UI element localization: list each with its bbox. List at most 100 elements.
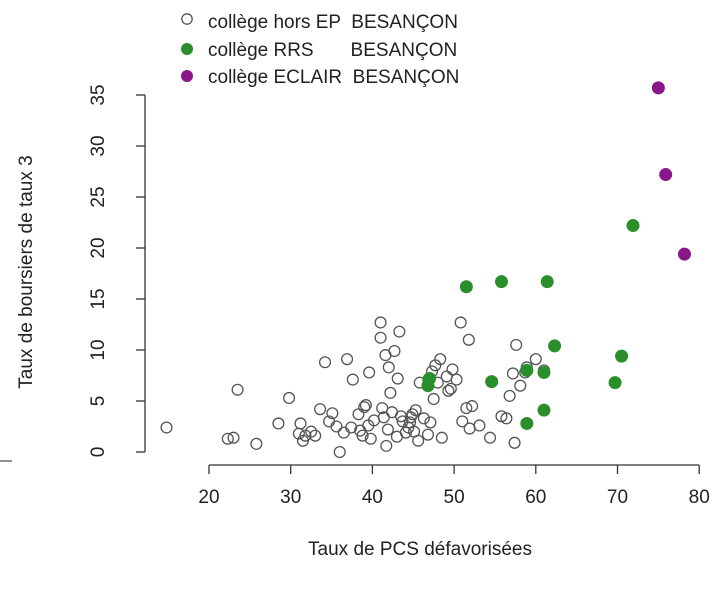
data-point-s0-12 <box>309 429 322 442</box>
data-point-s0-64 <box>434 353 447 366</box>
data-point-s0-82 <box>506 367 519 380</box>
data-point-s0-67 <box>442 384 455 397</box>
data-point-s0-88 <box>529 353 542 366</box>
data-point-s0-2 <box>227 431 240 444</box>
x-tick-label-80: 80 <box>689 487 710 508</box>
data-point-s1-7 <box>520 363 534 377</box>
data-point-s0-21 <box>345 421 358 434</box>
data-point-s0-84 <box>510 338 523 351</box>
data-point-s0-40 <box>384 386 397 399</box>
legend-marker-1 <box>181 43 193 55</box>
y-tick-label-15: 15 <box>88 288 109 309</box>
x-tick-label-50: 50 <box>444 487 465 508</box>
data-point-s0-52 <box>406 408 419 421</box>
data-point-s0-46 <box>394 410 408 423</box>
y-tick-label-10: 10 <box>88 339 109 360</box>
data-point-s0-69 <box>446 363 459 376</box>
data-point-s0-83 <box>508 436 521 449</box>
legend-label-1: collège RRS BESANÇON <box>208 40 457 61</box>
data-point-s0-44 <box>391 372 404 385</box>
y-tick-label-20: 20 <box>88 237 109 258</box>
data-point-s0-54 <box>409 404 422 417</box>
y-axis: 0 5 10 15 20 25 30 35 <box>88 84 146 458</box>
data-point-s1-6 <box>520 416 534 430</box>
x-axis: 20 30 40 50 60 70 80 <box>198 464 710 508</box>
y-tick-label-25: 25 <box>88 186 109 207</box>
data-point-s1-5 <box>494 275 508 289</box>
data-point-s1-11 <box>548 339 562 353</box>
data-point-s1-10 <box>540 275 554 289</box>
data-point-s0-75 <box>463 422 476 435</box>
data-point-s0-27 <box>359 399 372 412</box>
data-point-s0-0 <box>160 421 173 434</box>
x-tick-label-20: 20 <box>198 487 219 508</box>
data-point-s0-76 <box>466 400 479 413</box>
x-tick-label-40: 40 <box>362 487 383 508</box>
data-point-s1-12 <box>608 376 622 390</box>
data-point-s0-13 <box>314 403 327 416</box>
data-point-s1-13 <box>615 349 629 363</box>
data-point-s0-8 <box>294 417 307 430</box>
data-point-s2-1 <box>659 168 673 182</box>
data-point-s0-55 <box>412 434 425 447</box>
y-axis-title: Taux de boursiers de taux 3 <box>16 155 37 388</box>
data-point-s0-6 <box>283 391 296 404</box>
data-point-s0-77 <box>473 419 486 432</box>
data-point-s2-2 <box>677 247 691 261</box>
data-point-s0-23 <box>352 408 365 421</box>
data-point-s0-39 <box>382 361 395 374</box>
data-point-s0-11 <box>305 425 318 438</box>
x-tick-label-30: 30 <box>280 487 301 508</box>
data-point-s0-45 <box>393 325 406 338</box>
data-point-s0-57 <box>417 412 430 425</box>
data-point-s1-3 <box>459 280 473 294</box>
data-point-s0-20 <box>341 353 354 366</box>
data-point-s0-4 <box>250 437 263 450</box>
data-point-s0-25 <box>356 429 369 442</box>
data-point-s2-0 <box>651 81 665 95</box>
data-point-s0-74 <box>462 333 475 346</box>
y-tick-label-5: 5 <box>88 396 109 407</box>
data-point-s0-81 <box>503 389 516 402</box>
data-point-s1-2 <box>423 372 437 386</box>
data-point-s0-22 <box>346 373 359 386</box>
y-tick-label-0: 0 <box>88 447 109 458</box>
x-tick-label-60: 60 <box>525 487 546 508</box>
data-point-s0-16 <box>326 407 339 420</box>
data-point-s0-72 <box>456 415 469 428</box>
data-point-s0-85 <box>514 379 527 392</box>
data-point-s0-78 <box>483 431 497 444</box>
legend-marker-0 <box>181 13 193 25</box>
data-point-s0-5 <box>272 417 285 430</box>
data-point-s0-80 <box>500 412 513 425</box>
legend-marker-2 <box>181 70 193 82</box>
data-point-s0-33 <box>374 331 387 344</box>
data-point-s0-42 <box>388 344 401 358</box>
data-point-s0-1 <box>221 432 234 445</box>
data-point-s0-66 <box>440 370 453 383</box>
data-point-s0-3 <box>231 383 244 396</box>
x-axis-title: Taux de PCS défavorisées <box>308 539 532 560</box>
data-point-s0-29 <box>363 366 376 379</box>
data-points <box>160 81 691 459</box>
data-point-s0-19 <box>337 426 350 439</box>
data-point-s0-14 <box>318 356 332 369</box>
data-point-s0-18 <box>333 445 346 459</box>
data-point-s0-58 <box>421 428 435 441</box>
data-point-s1-8 <box>537 403 551 417</box>
data-point-s0-26 <box>358 401 371 414</box>
data-point-s0-38 <box>381 423 394 436</box>
data-point-s0-32 <box>374 316 387 329</box>
data-point-s0-30 <box>364 432 377 445</box>
data-point-s0-73 <box>460 402 473 415</box>
data-point-s0-37 <box>380 439 393 452</box>
legend: collège hors EP BESANÇON collège RRS BESA… <box>181 12 459 88</box>
data-point-s0-17 <box>330 420 343 433</box>
legend-label-0: collège hors EP BESANÇON <box>208 12 458 33</box>
data-point-s0-61 <box>427 392 440 406</box>
data-point-s0-65 <box>435 431 448 444</box>
y-tick-label-30: 30 <box>88 135 109 156</box>
legend-label-2: collège ECLAIR BESANÇON <box>208 67 459 88</box>
data-point-s0-59 <box>424 416 437 429</box>
